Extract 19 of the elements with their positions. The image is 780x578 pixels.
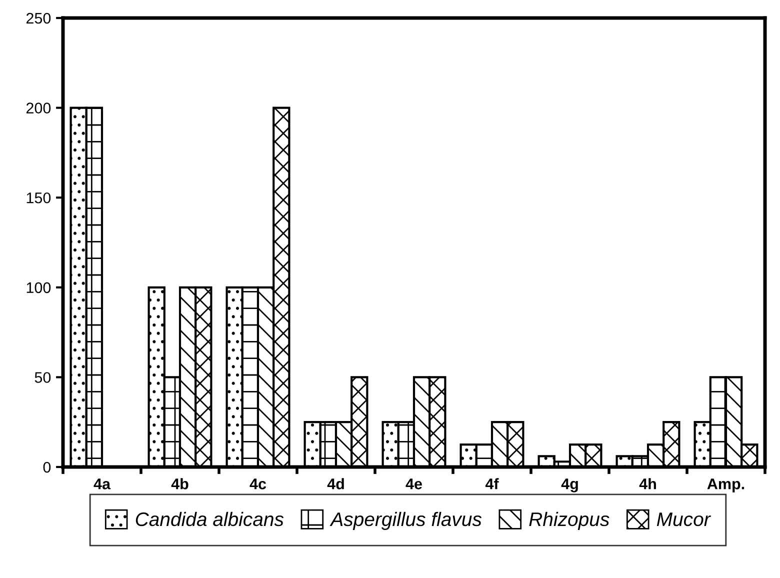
legend-label: Candida albicans <box>136 512 284 526</box>
x-tick-label: 4b <box>171 478 188 490</box>
x-tick-label: 4c <box>250 478 266 490</box>
x-tick-label: 4h <box>639 478 656 490</box>
x-tick-label: 4e <box>406 478 422 490</box>
legend-label: Aspergillus flavus <box>330 512 482 530</box>
x-tick-label: Amp. <box>707 478 744 492</box>
y-tick-label: 100 <box>26 282 51 294</box>
x-tick-label: 4a <box>94 478 111 490</box>
y-tick-label: 0 <box>43 462 51 473</box>
x-tick-label: 4g <box>561 478 578 492</box>
y-tick-label: 200 <box>26 102 51 114</box>
legend-label: Mucor <box>656 512 712 526</box>
y-tick-label: 250 <box>26 12 51 24</box>
y-tick-label: 50 <box>34 372 51 383</box>
y-tick-label: 150 <box>26 192 51 204</box>
x-tick-label: 4d <box>327 478 344 490</box>
x-tick-label: 4f <box>485 478 499 490</box>
legend-label: Rhizopus <box>529 512 610 530</box>
